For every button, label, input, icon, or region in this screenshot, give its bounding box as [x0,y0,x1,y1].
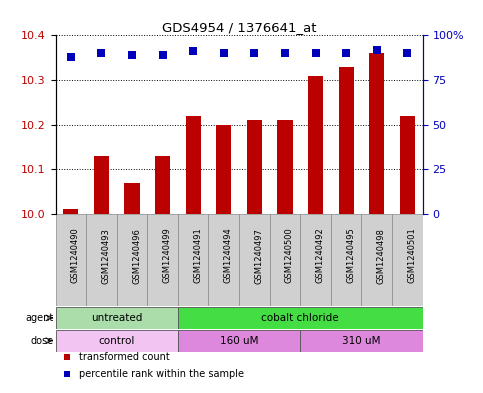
FancyBboxPatch shape [239,214,270,307]
FancyBboxPatch shape [209,214,239,307]
Text: GSM1240492: GSM1240492 [315,228,325,283]
Point [335,313,343,320]
Bar [94,156,109,214]
Text: GSM1240491: GSM1240491 [193,228,202,283]
Text: GSM1240500: GSM1240500 [285,228,294,283]
Text: GSM1240499: GSM1240499 [163,228,171,283]
Point [159,52,167,58]
Text: GSM1240493: GSM1240493 [101,228,111,283]
Point [98,50,105,56]
FancyBboxPatch shape [178,214,209,307]
FancyBboxPatch shape [300,214,331,307]
Bar [308,75,323,214]
Point [312,50,319,56]
FancyBboxPatch shape [361,214,392,307]
Bar [339,66,354,214]
Text: percentile rank within the sample: percentile rank within the sample [79,369,244,379]
Text: transformed count: transformed count [79,352,170,362]
Bar [216,125,231,214]
FancyBboxPatch shape [331,214,361,307]
Point [335,160,343,167]
Text: control: control [99,336,135,346]
FancyBboxPatch shape [117,214,147,307]
Point [220,50,227,56]
FancyBboxPatch shape [56,330,178,352]
Bar [400,116,415,214]
FancyBboxPatch shape [56,307,178,329]
FancyBboxPatch shape [270,214,300,307]
Text: GSM1240495: GSM1240495 [346,228,355,283]
Text: GSM1240496: GSM1240496 [132,228,141,283]
Text: agent: agent [26,313,54,323]
Text: dose: dose [31,336,54,346]
Point [403,50,411,56]
Point [67,53,75,60]
FancyBboxPatch shape [147,214,178,307]
Text: GSM1240490: GSM1240490 [71,228,80,283]
Bar [185,116,201,214]
Text: GSM1240498: GSM1240498 [377,228,386,283]
Text: GSM1240497: GSM1240497 [255,228,263,283]
Text: 160 uM: 160 uM [220,336,258,346]
FancyBboxPatch shape [300,330,423,352]
FancyBboxPatch shape [86,214,117,307]
Bar [369,53,384,214]
Text: 310 uM: 310 uM [342,336,381,346]
Point [281,50,289,56]
Bar [247,120,262,214]
Text: GSM1240501: GSM1240501 [407,228,416,283]
Point [251,50,258,56]
FancyBboxPatch shape [56,214,86,307]
Bar [277,120,293,214]
Point [128,52,136,58]
Text: untreated: untreated [91,313,142,323]
Title: GDS4954 / 1376641_at: GDS4954 / 1376641_at [162,21,316,34]
Bar [63,209,78,214]
Bar [155,156,170,214]
Point [373,46,381,53]
FancyBboxPatch shape [392,214,423,307]
Point [189,48,197,55]
FancyBboxPatch shape [178,330,300,352]
FancyBboxPatch shape [178,307,423,329]
Text: GSM1240494: GSM1240494 [224,228,233,283]
Text: cobalt chloride: cobalt chloride [261,313,339,323]
Bar [125,182,140,214]
Point [342,50,350,56]
